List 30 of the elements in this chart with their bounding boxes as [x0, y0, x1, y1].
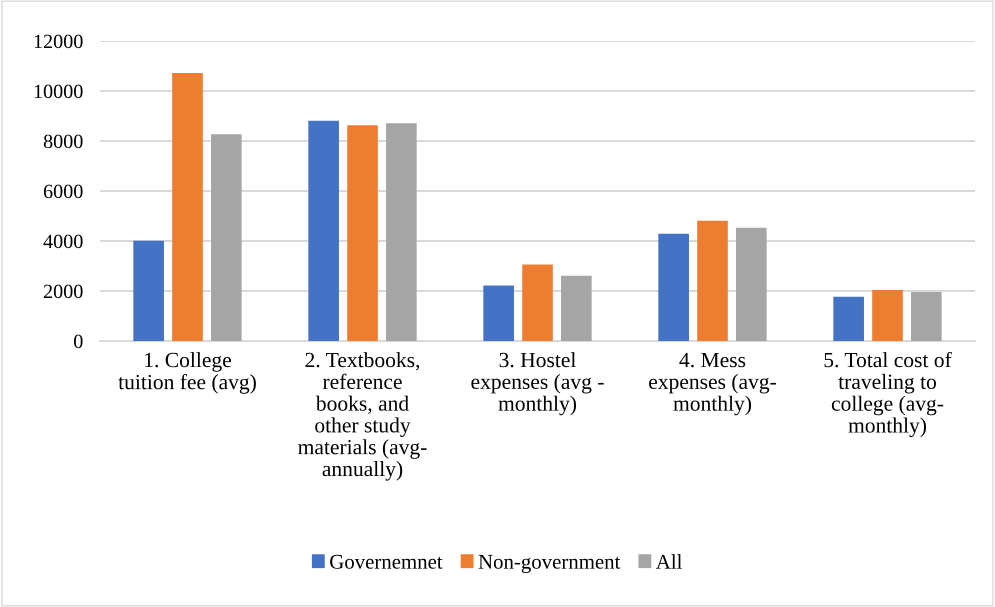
x-tick-label: 2. Textbooks, reference books, and other study materials (avg- annually) [298, 352, 427, 481]
bar [522, 264, 553, 341]
bar [483, 286, 514, 341]
bar [833, 296, 864, 341]
y-tick-label: 12000 [34, 34, 83, 48]
x-tick-label: 5. Total cost of traveling to college (avg- monthly) [824, 352, 952, 438]
legend-label: Non-government [478, 554, 620, 574]
bar [697, 220, 728, 341]
bar [911, 292, 942, 341]
bar [172, 73, 203, 341]
x-tick-label: 3. Hostel expenses (avg - monthly) [471, 352, 604, 416]
y-tick-label: 0 [74, 334, 83, 348]
bar [133, 240, 164, 341]
y-tick-label: 6000 [44, 184, 83, 198]
legend-label: Governemnet [330, 554, 443, 569]
bar [308, 120, 339, 341]
bar [658, 234, 689, 341]
legend-label: All [656, 554, 682, 569]
bar [347, 125, 378, 341]
y-tick-label: 8000 [44, 134, 83, 148]
x-tick-label: 1. College tuition fee (avg) [118, 352, 256, 394]
y-tick-label: 2000 [44, 284, 83, 298]
y-tick-label: 10000 [34, 84, 83, 98]
bar [386, 123, 417, 341]
bar [211, 134, 242, 341]
y-tick-label: 4000 [43, 234, 83, 248]
bar [736, 228, 767, 341]
bar [872, 290, 903, 341]
bar [561, 276, 592, 341]
x-tick-label: 4. Mess expenses (avg- monthly) [649, 352, 776, 416]
